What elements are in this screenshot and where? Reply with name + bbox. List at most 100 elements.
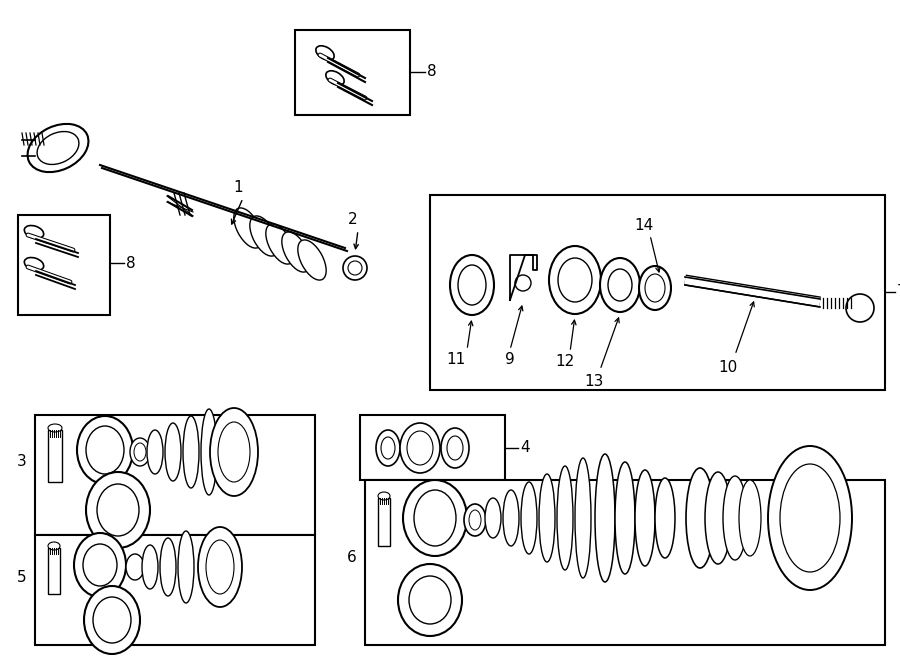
Ellipse shape	[160, 538, 176, 596]
Circle shape	[343, 256, 367, 280]
Ellipse shape	[469, 510, 481, 530]
Ellipse shape	[608, 269, 632, 301]
Ellipse shape	[48, 542, 60, 550]
Ellipse shape	[521, 482, 537, 554]
Ellipse shape	[86, 472, 150, 548]
Ellipse shape	[503, 490, 519, 546]
Ellipse shape	[378, 492, 390, 500]
Ellipse shape	[615, 462, 635, 574]
Ellipse shape	[126, 554, 144, 580]
Ellipse shape	[539, 474, 555, 562]
Bar	[48, 430, 62, 482]
Ellipse shape	[400, 423, 440, 473]
Ellipse shape	[464, 504, 486, 536]
Ellipse shape	[201, 409, 217, 495]
Ellipse shape	[635, 470, 655, 566]
Ellipse shape	[575, 458, 591, 578]
Ellipse shape	[316, 46, 334, 60]
Ellipse shape	[768, 446, 852, 590]
Text: 1: 1	[233, 180, 243, 196]
Text: 10: 10	[718, 360, 738, 375]
Ellipse shape	[600, 258, 640, 312]
Ellipse shape	[48, 424, 62, 432]
Bar	[18, 215, 110, 315]
Ellipse shape	[83, 544, 117, 586]
Text: 6: 6	[347, 551, 357, 566]
Ellipse shape	[198, 527, 242, 607]
Text: 14: 14	[634, 217, 653, 233]
Ellipse shape	[705, 472, 731, 564]
Text: 12: 12	[555, 354, 574, 369]
Ellipse shape	[645, 274, 665, 302]
Text: 9: 9	[505, 352, 515, 368]
Ellipse shape	[558, 258, 592, 302]
Ellipse shape	[28, 124, 88, 172]
Ellipse shape	[206, 540, 234, 594]
Ellipse shape	[780, 464, 840, 572]
Ellipse shape	[178, 531, 194, 603]
Text: 8: 8	[427, 65, 436, 79]
Bar	[35, 415, 315, 535]
Ellipse shape	[134, 443, 146, 461]
Ellipse shape	[409, 576, 451, 624]
Ellipse shape	[414, 490, 456, 546]
Bar	[295, 30, 410, 115]
Ellipse shape	[37, 132, 79, 165]
Ellipse shape	[183, 416, 199, 488]
Text: 2: 2	[348, 212, 358, 227]
Ellipse shape	[739, 480, 761, 556]
Ellipse shape	[407, 431, 433, 465]
Ellipse shape	[381, 437, 395, 459]
Text: 11: 11	[446, 352, 465, 368]
Bar	[48, 548, 60, 594]
Ellipse shape	[24, 225, 44, 239]
Text: 7: 7	[897, 284, 900, 299]
Ellipse shape	[485, 498, 501, 538]
Ellipse shape	[458, 265, 486, 305]
Ellipse shape	[86, 426, 124, 474]
Circle shape	[515, 275, 531, 291]
Ellipse shape	[450, 255, 494, 315]
Ellipse shape	[77, 416, 133, 484]
Text: 13: 13	[584, 375, 604, 389]
Ellipse shape	[84, 586, 140, 654]
Ellipse shape	[93, 597, 131, 643]
Ellipse shape	[549, 246, 601, 314]
Ellipse shape	[655, 478, 675, 558]
Ellipse shape	[142, 545, 158, 589]
Ellipse shape	[403, 480, 467, 556]
Ellipse shape	[557, 466, 573, 570]
Ellipse shape	[441, 428, 469, 468]
Ellipse shape	[447, 436, 463, 460]
Ellipse shape	[210, 408, 258, 496]
Text: 8: 8	[126, 256, 136, 270]
Ellipse shape	[234, 208, 262, 248]
Ellipse shape	[165, 423, 181, 481]
Circle shape	[348, 261, 362, 275]
Ellipse shape	[250, 216, 278, 256]
Bar	[360, 415, 505, 480]
Bar	[378, 498, 390, 546]
Ellipse shape	[686, 468, 714, 568]
Text: 4: 4	[520, 440, 529, 455]
Ellipse shape	[398, 564, 462, 636]
Ellipse shape	[24, 258, 44, 270]
Ellipse shape	[147, 430, 163, 474]
Circle shape	[846, 294, 874, 322]
Bar	[430, 195, 885, 390]
Ellipse shape	[282, 232, 310, 272]
Ellipse shape	[97, 484, 139, 536]
Ellipse shape	[326, 71, 344, 85]
Ellipse shape	[639, 266, 671, 310]
Ellipse shape	[218, 422, 250, 482]
Ellipse shape	[595, 454, 615, 582]
Ellipse shape	[723, 476, 747, 560]
Ellipse shape	[376, 430, 400, 466]
Ellipse shape	[74, 533, 126, 597]
Ellipse shape	[298, 240, 326, 280]
Text: 5: 5	[17, 570, 27, 586]
Text: 3: 3	[17, 455, 27, 469]
Ellipse shape	[130, 438, 150, 466]
Bar	[365, 480, 885, 645]
Bar	[35, 535, 315, 645]
